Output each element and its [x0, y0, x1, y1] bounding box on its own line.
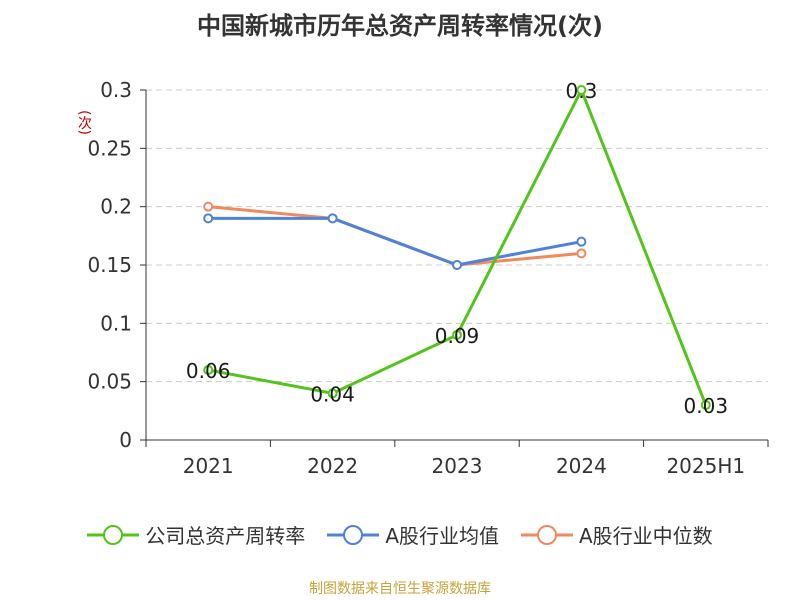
legend-swatch: [327, 524, 380, 545]
series-point: [203, 365, 214, 375]
series-line: [208, 205, 582, 267]
y-tick-label: 0: [119, 428, 132, 452]
series-line: [207, 88, 708, 406]
legend: 公司总资产周转率 A股行业均值 A股行业中位数: [0, 520, 800, 549]
x-tick-label: 2022: [307, 454, 358, 478]
source-note: 制图数据来自恒生聚源数据库: [309, 581, 491, 597]
data-label: 0.06: [186, 359, 231, 383]
legend-item[interactable]: A股行业中位数: [521, 520, 713, 549]
y-tick-label: 0.05: [87, 370, 132, 394]
y-tick-label: 0.25: [87, 136, 132, 160]
series-point: [203, 213, 214, 224]
x-tick-label: 2023: [432, 454, 483, 478]
y-axis-label: (次): [76, 110, 92, 135]
legend-swatch-marker: [343, 524, 364, 545]
legend-label: A股行业均值: [385, 524, 499, 548]
series-point: [576, 248, 587, 259]
series-line: [208, 216, 582, 267]
series-point: [452, 260, 462, 270]
legend-label: A股行业中位数: [579, 524, 713, 548]
y-tick-label: 0.15: [87, 253, 132, 277]
data-label: 0.09: [435, 324, 480, 348]
x-tick-label: 2024: [556, 454, 607, 478]
series-point: [327, 213, 338, 224]
x-tick-label: 2021: [183, 454, 234, 478]
series-point: [700, 400, 711, 410]
legend-swatch-marker: [537, 524, 557, 545]
series-point: [576, 236, 587, 247]
legend-item[interactable]: 公司总资产周转率: [87, 520, 305, 549]
series-point: [203, 201, 214, 212]
data-label: 0.03: [684, 394, 729, 418]
series-layer: [203, 85, 711, 410]
y-tick-label: 0.1: [100, 311, 132, 335]
x-tick-label: 2025H1: [666, 454, 745, 478]
legend-label: 公司总资产周转率: [145, 524, 306, 548]
legend-swatch: [521, 524, 573, 545]
data-label: 0.3: [565, 79, 597, 103]
series-point: [327, 388, 338, 399]
chart-title: 中国新城市历年总资产周转率情况(次): [197, 12, 603, 40]
series-point: [576, 85, 587, 95]
y-tick-label: 0.2: [100, 195, 132, 219]
label-layer: 0.06 0.04 0.09 0.3 0.03: [186, 79, 728, 418]
data-label: 0.04: [310, 382, 355, 406]
series-point: [452, 330, 462, 340]
legend-swatch: [87, 524, 140, 545]
axis-layer: 0 0.05 0.1 0.15 0.2 0.25 0.3 2021 2022 2023 2024 20…: [87, 78, 769, 478]
legend-item[interactable]: A股行业均值: [327, 520, 499, 549]
legend-swatch-marker: [103, 524, 124, 545]
y-tick-label: 0.3: [100, 78, 132, 102]
